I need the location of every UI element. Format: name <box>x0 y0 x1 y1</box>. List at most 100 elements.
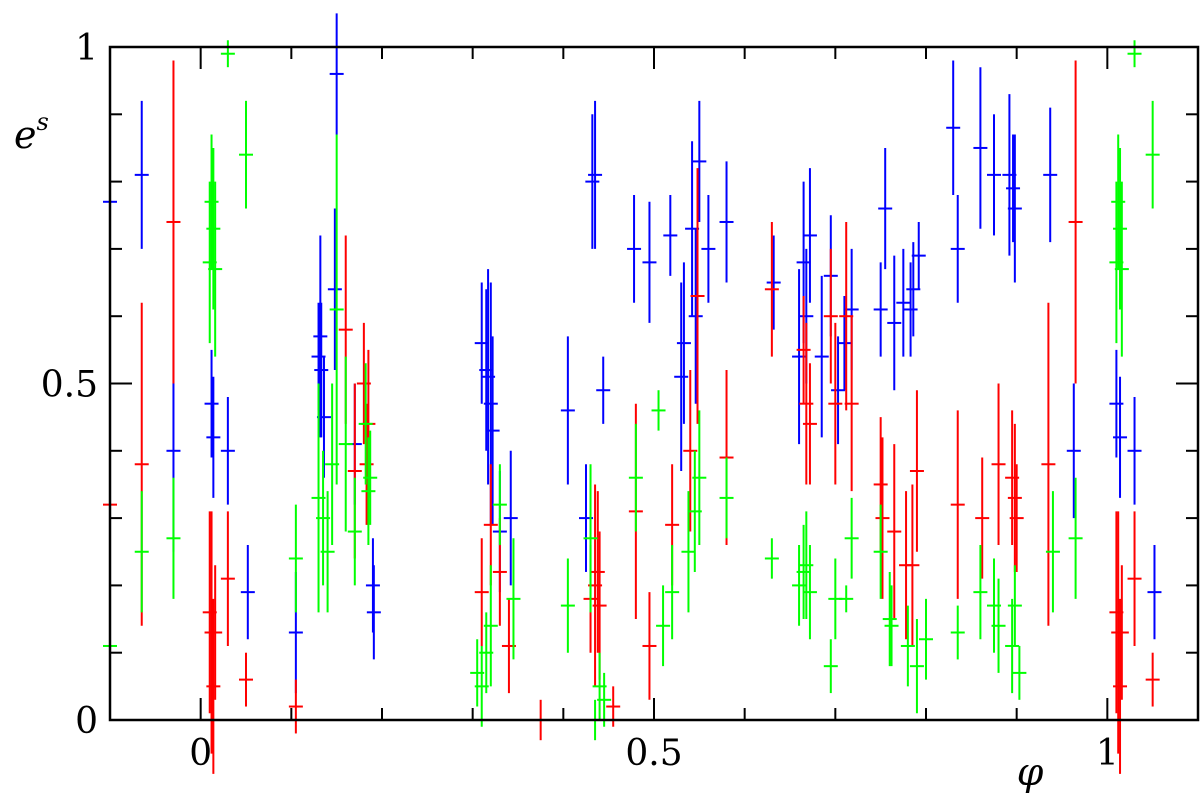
data-point <box>719 457 734 539</box>
data-point <box>628 423 643 532</box>
data-point <box>828 322 843 485</box>
data-point <box>656 585 671 667</box>
data-point <box>1127 40 1142 68</box>
data-point <box>288 504 303 613</box>
data-point <box>651 390 666 431</box>
data-point <box>329 13 344 135</box>
data-point <box>560 336 575 485</box>
data-point <box>950 605 965 660</box>
data-point <box>844 497 859 579</box>
data-point <box>1145 100 1160 209</box>
data-point <box>166 60 181 384</box>
data-point <box>347 477 362 586</box>
data-point <box>329 134 344 485</box>
axis-ticks: 0 0.5 1 0 0.5 1 <box>41 28 1199 774</box>
data-point <box>642 592 657 700</box>
data-point <box>764 538 779 579</box>
data-point <box>823 248 838 384</box>
data-point <box>1147 545 1162 640</box>
data-point <box>911 221 926 290</box>
data-point <box>1114 181 1129 357</box>
data-point <box>766 235 781 330</box>
data-point <box>358 363 373 485</box>
data-point <box>987 114 1001 236</box>
data-point <box>909 619 924 714</box>
data-point <box>665 545 680 640</box>
data-point <box>919 598 933 680</box>
data-point <box>663 195 678 276</box>
y-axis-label: es <box>14 108 49 157</box>
data-point <box>903 262 918 357</box>
data-point <box>338 356 353 532</box>
data-point <box>909 390 924 552</box>
data-point <box>884 585 899 667</box>
data-point <box>642 201 657 323</box>
data-point <box>823 639 838 694</box>
data-point <box>688 228 703 404</box>
data-point <box>627 195 642 303</box>
data-point <box>220 511 235 646</box>
data-point <box>764 221 779 357</box>
y-tick-label: 0.5 <box>41 365 98 406</box>
data-point <box>1114 565 1129 700</box>
data-point <box>1007 134 1022 283</box>
data-point <box>1041 302 1056 626</box>
data-point <box>1009 464 1024 572</box>
data-point <box>831 336 846 445</box>
data-point <box>1005 598 1020 694</box>
data-point <box>314 302 329 438</box>
data-point <box>887 444 902 620</box>
data-point <box>506 538 521 660</box>
data-point <box>1007 565 1022 646</box>
data-point <box>796 296 811 404</box>
data-point <box>799 511 814 620</box>
data-point <box>802 363 817 485</box>
data-point <box>366 565 381 660</box>
data-point <box>220 40 235 68</box>
data-point <box>814 275 829 438</box>
data-point <box>844 316 859 492</box>
data-point <box>1113 147 1128 310</box>
data-point <box>837 296 852 391</box>
data-point <box>1145 652 1160 707</box>
data-point <box>1043 107 1058 243</box>
x-tick-label: 0 <box>189 733 212 774</box>
data-point <box>878 147 893 270</box>
data-point <box>596 356 611 424</box>
y-tick-label: 0 <box>75 701 98 742</box>
data-point <box>134 491 149 613</box>
data-point <box>692 100 707 222</box>
data-point <box>585 114 600 249</box>
error-bar-marks <box>103 13 1162 774</box>
data-point <box>239 100 253 209</box>
data-point <box>946 60 961 196</box>
data-point <box>676 262 691 424</box>
data-point <box>240 545 255 640</box>
data-point <box>239 652 253 707</box>
data-point <box>363 430 378 525</box>
data-point <box>692 410 707 546</box>
data-point <box>900 605 915 687</box>
data-point <box>1066 383 1081 519</box>
data-point <box>839 585 854 613</box>
data-point <box>206 376 221 498</box>
data-point <box>206 147 221 310</box>
data-point <box>991 383 1006 546</box>
data-point <box>206 598 221 774</box>
data-point <box>1068 477 1083 599</box>
plot-frame <box>108 45 1200 722</box>
data-point <box>361 437 376 546</box>
data-point <box>973 545 988 640</box>
data-point <box>474 538 489 646</box>
data-point <box>134 100 149 249</box>
data-point <box>320 491 335 613</box>
y-axis-label-base: e <box>14 113 37 157</box>
data-point <box>975 457 990 579</box>
data-point <box>991 578 1006 673</box>
data-point <box>208 565 223 700</box>
data-point <box>873 262 888 357</box>
data-point <box>220 396 235 505</box>
data-point <box>503 450 518 586</box>
data-point <box>896 248 911 357</box>
